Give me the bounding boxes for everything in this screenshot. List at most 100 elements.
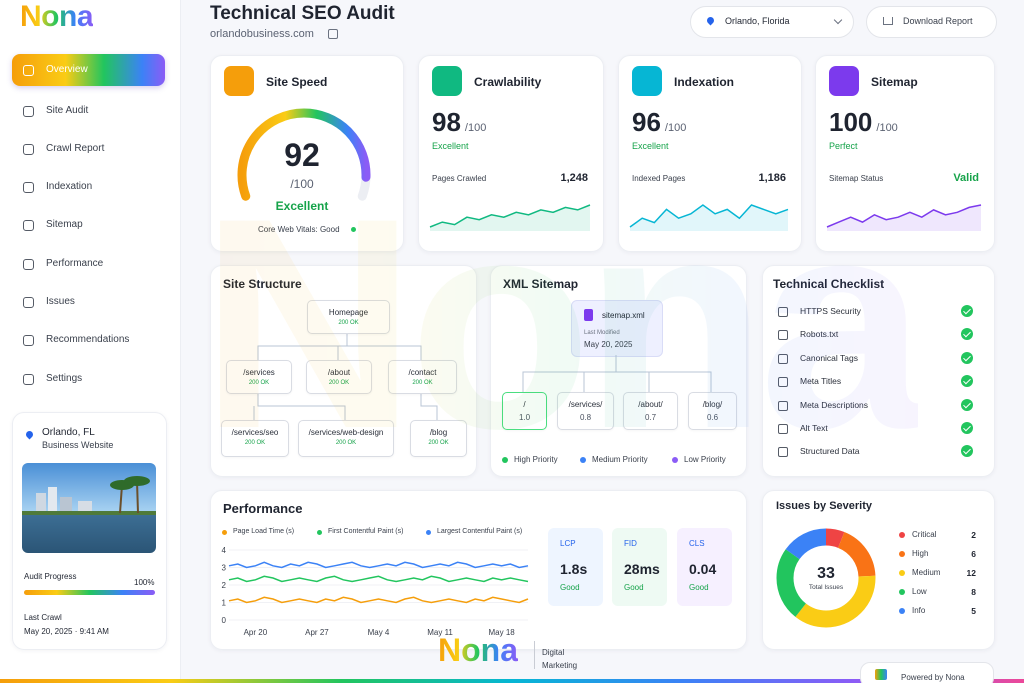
speed-rating: Excellent [275,199,329,213]
vital-status: Good [689,583,709,592]
check-ok [961,351,973,364]
nav-icon [23,297,34,308]
tree-node: /contact 200 OK [388,360,457,394]
nav-item[interactable]: Settings [12,363,165,395]
legend-dot [899,608,905,614]
external-icon [328,29,338,39]
card-title: Indexation [674,75,735,89]
series-line [228,575,529,583]
nav-item[interactable]: Overview [12,54,165,86]
file-icon [584,309,593,321]
tree-node: /services/web-design 200 OK [298,420,394,457]
card-title: Site Structure [223,277,302,291]
check-ok [961,445,973,458]
y-tick-label: 3 [222,564,227,573]
sitemap-edges [522,355,712,392]
check-ok [961,398,973,411]
nav-icon [23,106,34,117]
last-crawl: May 20, 2025 · 9:41 AM [24,627,109,636]
legend-dot [222,530,227,535]
nav-label: Site Audit [46,105,89,116]
check-icon [778,447,788,458]
entry-path: /blog/ [702,400,723,409]
download-button[interactable]: Download Report [866,6,997,38]
x-tick-label: May 18 [489,628,516,637]
legend-value: 6 [971,549,976,559]
root-label: sitemap.xml [602,311,645,320]
progress-value: 100% [134,578,155,587]
nav-item[interactable]: Indexation [12,171,165,203]
legend-label: First Contentful Paint (s) [328,528,404,535]
legend-dot [899,532,905,538]
tree-edge [346,332,422,360]
nav-item[interactable]: Site Audit [12,95,165,127]
node-label: /services [243,368,275,377]
nav-label: Settings [46,373,83,384]
sitemap-root: sitemap.xml Last Modified May 20, 2025 [571,300,663,357]
entry-path: /about/ [638,400,663,409]
sparkline-area [827,205,981,231]
check-ok [961,328,973,341]
nav-item[interactable]: Sitemap [12,209,165,241]
progress-bar [24,590,155,595]
entry-priority: 1.0 [518,413,531,422]
download-text: Download Report [903,16,973,26]
nav-icon [23,374,34,385]
gauge [237,108,371,201]
legend-dot [580,457,586,463]
metric-label: Indexed Pages [632,174,686,183]
donut-segment [776,528,876,628]
donut-total: 33 [817,565,835,582]
legend-dot [426,530,431,535]
tree-edge [257,345,347,360]
legend-label: High [912,549,929,558]
location-city: Orlando, FL [42,427,95,438]
check-label: Canonical Tags [800,352,858,363]
legend-dot [672,457,678,463]
location-dropdown[interactable]: Orlando, Florida [690,6,854,38]
nav-item[interactable]: Performance [12,248,165,280]
y-tick-label: 1 [222,599,227,608]
node-status: 200 OK [328,380,350,386]
nav-icon [23,220,34,231]
legend-label: Critical [912,530,937,539]
speed-score: 92 [284,137,320,173]
x-tick-label: May 4 [368,628,390,637]
checklist-card [762,265,995,477]
check-icon [778,330,788,341]
powered-text: Powered by Nona [901,673,965,682]
nav-item[interactable]: Crawl Report [12,133,165,165]
issues-card [762,490,995,650]
legend-label: Info [912,606,926,615]
card-icon [829,66,859,96]
legend-value: 12 [966,568,976,578]
entry-path: /services/ [568,400,603,409]
x-tick-label: Apr 27 [305,628,329,637]
location-text: Orlando, Florida [725,16,790,26]
card-title: Site Speed [266,75,328,89]
logo: Nona [20,0,94,33]
modified-label: Last Modified [584,330,620,336]
last-crawl-label: Last Crawl [24,613,62,622]
tree-edges [253,332,438,420]
score-out-of: /100 [664,122,687,134]
legend-label: Low [912,587,927,596]
score-out-of: /100 [876,122,898,134]
speed-note: Core Web Vitals: Good [258,225,340,234]
card-title: Crawlability [474,75,542,89]
nav-item[interactable]: Issues [12,286,165,318]
vital-value: 28ms [624,561,660,577]
score: 98/100 [432,107,486,138]
metric-value: Valid [953,172,979,184]
page-title: Technical SEO Audit [210,3,395,24]
nav-item[interactable]: Recommendations [12,324,165,356]
nav-icon [23,144,34,155]
tree-edge [257,392,346,420]
vital-status: Good [560,583,580,592]
sparkline-line [429,204,591,228]
node-label: Homepage [328,308,369,317]
legend-label: Largest Contentful Paint (s) [437,528,523,535]
sparkline-line [826,204,982,228]
entry-priority: 0.6 [706,413,719,422]
issues-donut: 33 Total Issues [776,528,876,628]
